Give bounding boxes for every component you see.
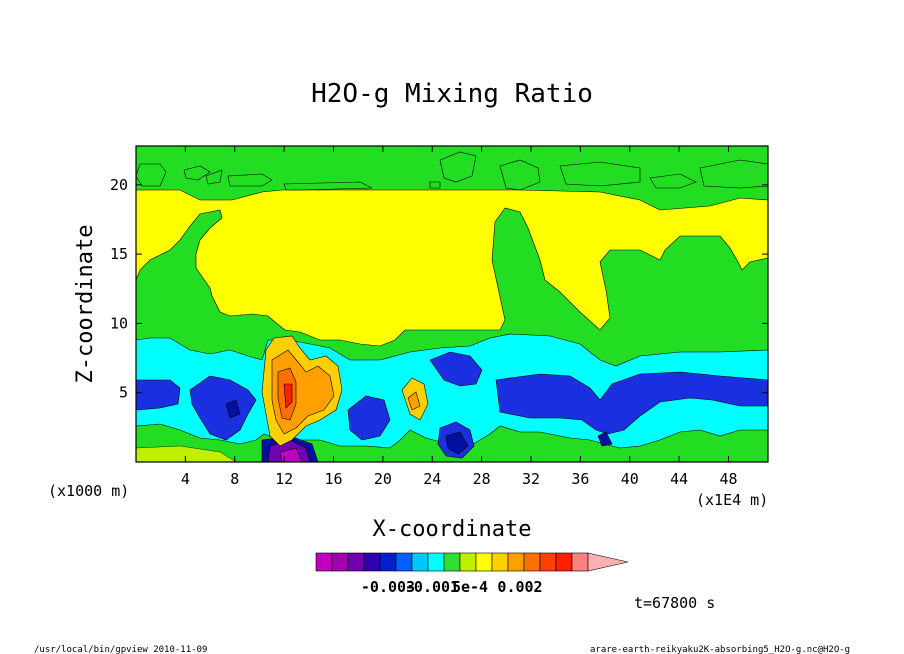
region-blue [135,351,769,459]
x-tick-label: 32 [522,470,540,488]
x-tick-label: 24 [423,470,441,488]
colorbar-swatch [363,552,381,572]
colorbar-swatch [523,552,541,572]
y-tick-label: 15 [110,245,128,263]
x-unit-left: (x1000 m) [48,482,129,500]
y-axis-label: Z-coordinate [73,225,98,384]
footer-left: /usr/local/bin/gpview 2010-11-09 [34,645,207,654]
colorbar-swatch [315,552,333,572]
x-axis-label: X-coordinate [373,517,532,542]
x-tick-label: 8 [230,470,239,488]
region-purple [267,439,311,463]
x-unit-right: (x1E4 m) [696,491,768,509]
x-tick-label: 20 [374,470,392,488]
upper-green-patches [135,151,769,191]
time-label: t=67800 s [634,594,715,612]
colorbar-swatch [379,552,397,572]
colorbar-swatch [539,552,557,572]
colorbar-swatch [427,552,445,572]
colorbar-label: 5e-4 [452,578,488,596]
x-tick-label: 36 [571,470,589,488]
colorbar [315,552,629,572]
y-tick-label: 10 [110,314,128,332]
x-axis: 4 8 12 16 20 24 28 32 36 40 44 48 [181,146,738,488]
chart-title: H2O-g Mixing Ratio [311,79,593,109]
colorbar-swatch [571,552,589,572]
colorbar-label: -0.001 [405,578,459,596]
y-tick-label: 5 [119,384,128,402]
colorbar-swatch [491,552,509,572]
colorbar-swatch [507,552,525,572]
x-tick-label: 4 [181,470,190,488]
colorbar-swatch [443,552,461,572]
x-tick-label: 48 [719,470,737,488]
colorbar-label: -0.003 [361,578,415,596]
colorbar-swatch [475,552,493,572]
plot-area [135,145,769,463]
x-tick-label: 16 [324,470,342,488]
plot-frame [135,145,769,463]
y-tick-label: 20 [110,176,128,194]
region-yellow-upper [135,189,769,347]
colorbar-swatch [459,552,477,572]
x-tick-label: 44 [670,470,688,488]
y-axis: 5 10 15 20 [110,176,768,402]
colorbar-swatch [395,552,413,572]
colorbar-label: 0.002 [497,578,542,596]
colorbar-swatch [555,552,573,572]
colorbar-swatch [331,552,349,572]
colorbar-swatch [347,552,365,572]
region-orange-plume [261,335,429,447]
footer-right: arare-earth-reikyaku2K-absorbing5_H2O-g.… [590,645,850,654]
x-tick-label: 12 [275,470,293,488]
x-tick-label: 40 [621,470,639,488]
x-tick-label: 28 [473,470,491,488]
colorbar-swatch [411,552,429,572]
colorbar-arrow [587,552,629,572]
